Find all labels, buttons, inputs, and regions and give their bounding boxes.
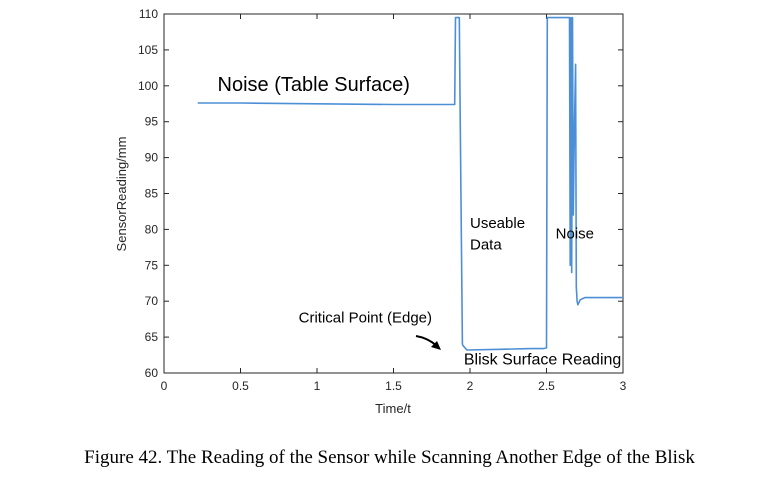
y-tick-label: 90 — [145, 151, 159, 165]
x-tick-label: 1 — [314, 379, 321, 393]
y-tick-label: 70 — [145, 294, 159, 308]
annotation-text: Useable — [470, 215, 525, 232]
y-tick-label: 65 — [145, 330, 159, 344]
line-chart: 0 0.5 1 1.5 2 2.5 3 6065707580859095100105110 … — [114, 7, 627, 416]
y-tick-label: 95 — [145, 115, 159, 129]
y-tick-label: 80 — [145, 222, 159, 236]
annotation-arrowhead — [431, 341, 441, 350]
annotation-text: Data — [470, 237, 502, 254]
annotation-text: Noise (Table Surface) — [218, 74, 410, 96]
y-tick-label: 85 — [145, 187, 159, 201]
y-tick-label: 110 — [139, 7, 158, 21]
x-axis-label: Time/t — [375, 401, 411, 416]
y-tick-label: 100 — [138, 79, 158, 93]
annotation-text: Critical Point (Edge) — [299, 310, 432, 327]
y-tick-label: 60 — [145, 366, 159, 380]
x-tick-label: 0.5 — [232, 379, 249, 393]
y-tick-label: 105 — [138, 43, 158, 57]
annotation-text: Noise — [556, 226, 594, 243]
annotation-text: Blisk Surface Reading — [464, 351, 621, 368]
y-tick-label: 75 — [145, 258, 159, 272]
x-tick-label: 3 — [620, 379, 627, 393]
y-axis-label: SensorReading/mm — [114, 137, 129, 252]
x-tick-label: 2 — [467, 379, 474, 393]
x-tick-label: 1.5 — [385, 379, 402, 393]
x-tick-label: 2.5 — [538, 379, 555, 393]
series-line — [197, 16, 623, 351]
figure-caption: Figure 42. The Reading of the Sensor whi… — [84, 447, 695, 468]
x-tick-label: 0 — [161, 379, 168, 393]
